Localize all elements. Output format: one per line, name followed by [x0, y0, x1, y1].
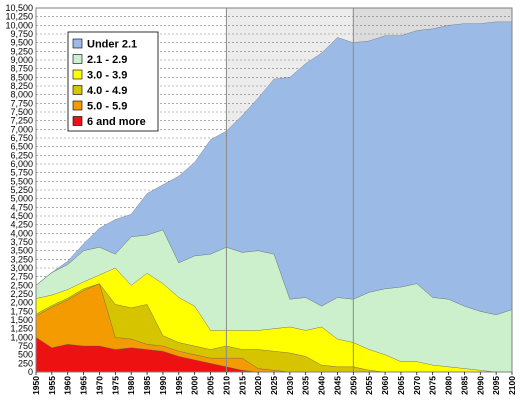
y-tick-label: 8,500: [10, 72, 33, 82]
y-tick-label: 4,500: [10, 211, 33, 221]
y-tick-label: 8,000: [10, 90, 33, 100]
legend-label: 6 and more: [87, 116, 146, 128]
y-tick-label: 0: [28, 367, 33, 377]
x-tick-label: 1960: [63, 376, 73, 395]
x-tick-label: 1950: [31, 376, 41, 395]
y-tick-label: 5,250: [10, 185, 33, 195]
x-tick-label: 2065: [396, 376, 406, 395]
y-tick-label: 5,000: [10, 194, 33, 204]
x-tick-label: 2030: [285, 376, 295, 395]
legend: Under 2.1 2.1 - 2.9 3.0 - 3.9 4.0 - 4.9 5.0 …: [67, 31, 159, 132]
x-tick-label: 2100: [507, 376, 517, 395]
y-tick-label: 7,250: [10, 116, 33, 126]
y-tick-label: 2,500: [10, 280, 33, 290]
y-tick-label: 3,000: [10, 263, 33, 273]
y-tick-label: 10,250: [5, 12, 33, 22]
x-tick-label: 2055: [364, 376, 374, 395]
x-tick-label: 2050: [348, 376, 358, 395]
y-tick-label: 9,500: [10, 38, 33, 48]
x-tick-label: 2015: [237, 376, 247, 395]
x-tick-label: 2080: [444, 376, 454, 395]
y-tick-label: 2,000: [10, 298, 33, 308]
legend-swatch: [72, 85, 83, 95]
y-tick-label: 6,250: [10, 150, 33, 160]
y-tick-label: 10,000: [5, 20, 33, 30]
y-tick-label: 1,000: [10, 332, 33, 342]
legend-box: [67, 31, 159, 132]
x-tick-label: 1955: [47, 376, 57, 395]
x-tick-label: 1970: [94, 376, 104, 395]
y-tick-label: 8,250: [10, 81, 33, 91]
y-tick-label: 5,750: [10, 168, 33, 178]
legend-label: Under 2.1: [87, 39, 137, 51]
x-tick-label: 2060: [380, 376, 390, 395]
x-tick-label: 1975: [110, 376, 120, 395]
legend-swatch: [72, 100, 83, 111]
x-tick-label: 1985: [142, 376, 152, 395]
y-tick-label: 1,250: [10, 324, 33, 334]
y-tick-label: 3,250: [10, 254, 33, 264]
legend-swatch: [72, 54, 83, 64]
x-tick-label: 2005: [206, 376, 216, 395]
y-ticks-layer: 02505007501,0001,2501,5001,7502,0002,250…: [5, 3, 33, 377]
y-tick-label: 7,500: [10, 107, 33, 117]
x-tick-label: 2090: [475, 376, 485, 395]
x-tick-label: 2045: [332, 376, 342, 395]
legend-swatch: [72, 38, 83, 49]
legend-label: 4.0 - 4.9: [87, 85, 127, 97]
y-tick-label: 8,750: [10, 64, 33, 74]
divider-lines-layer: [225, 8, 354, 372]
x-tick-label: 2070: [412, 376, 422, 395]
x-tick-label: 2035: [301, 376, 311, 395]
y-tick-label: 3,500: [10, 246, 33, 256]
x-tick-label: 2095: [491, 376, 501, 395]
y-tick-label: 6,500: [10, 142, 33, 152]
y-tick-label: 4,000: [10, 228, 33, 238]
y-tick-label: 250: [18, 358, 33, 368]
x-tick-label: 2000: [190, 376, 200, 395]
y-tick-label: 7,000: [10, 124, 33, 134]
y-tick-label: 1,500: [10, 315, 33, 325]
y-tick-label: 9,750: [10, 29, 33, 39]
legend-label: 5.0 - 5.9: [87, 101, 127, 113]
x-tick-label: 1995: [174, 376, 184, 395]
x-tick-label: 1980: [126, 376, 136, 395]
x-tick-label: 2040: [317, 376, 327, 395]
x-tick-label: 2025: [269, 376, 279, 395]
x-tick-label: 1990: [158, 376, 168, 395]
legend-label: 2.1 - 2.9: [87, 54, 127, 66]
legend-swatch: [72, 116, 83, 126]
y-tick-label: 4,250: [10, 220, 33, 230]
legend-label: 3.0 - 3.9: [87, 70, 127, 82]
y-tick-label: 2,250: [10, 289, 33, 299]
y-tick-label: 750: [18, 341, 33, 351]
y-tick-label: 5,500: [10, 176, 33, 186]
x-tick-label: 2020: [253, 376, 263, 395]
y-tick-label: 10,500: [5, 3, 33, 13]
x-tick-label: 1965: [79, 376, 89, 395]
x-ticks-layer: 1950 1955 1960 1965 1970 1975 1980 1985 1990 1995…: [31, 372, 517, 395]
y-tick-label: 4,750: [10, 202, 33, 212]
x-tick-label: 2085: [459, 376, 469, 395]
y-tick-label: 1,750: [10, 306, 33, 316]
y-tick-label: 3,750: [10, 237, 33, 247]
areas-layer: [35, 21, 513, 373]
y-tick-label: 6,750: [10, 133, 33, 143]
y-tick-label: 7,750: [10, 98, 33, 108]
legend-swatch: [72, 69, 83, 80]
y-tick-label: 500: [18, 350, 33, 360]
x-tick-label: 2075: [428, 376, 438, 395]
x-tick-label: 2010: [221, 376, 231, 395]
y-tick-label: 6,000: [10, 159, 33, 169]
y-tick-label: 9,000: [10, 55, 33, 65]
y-tick-label: 2,750: [10, 272, 33, 282]
y-tick-label: 9,250: [10, 46, 33, 56]
